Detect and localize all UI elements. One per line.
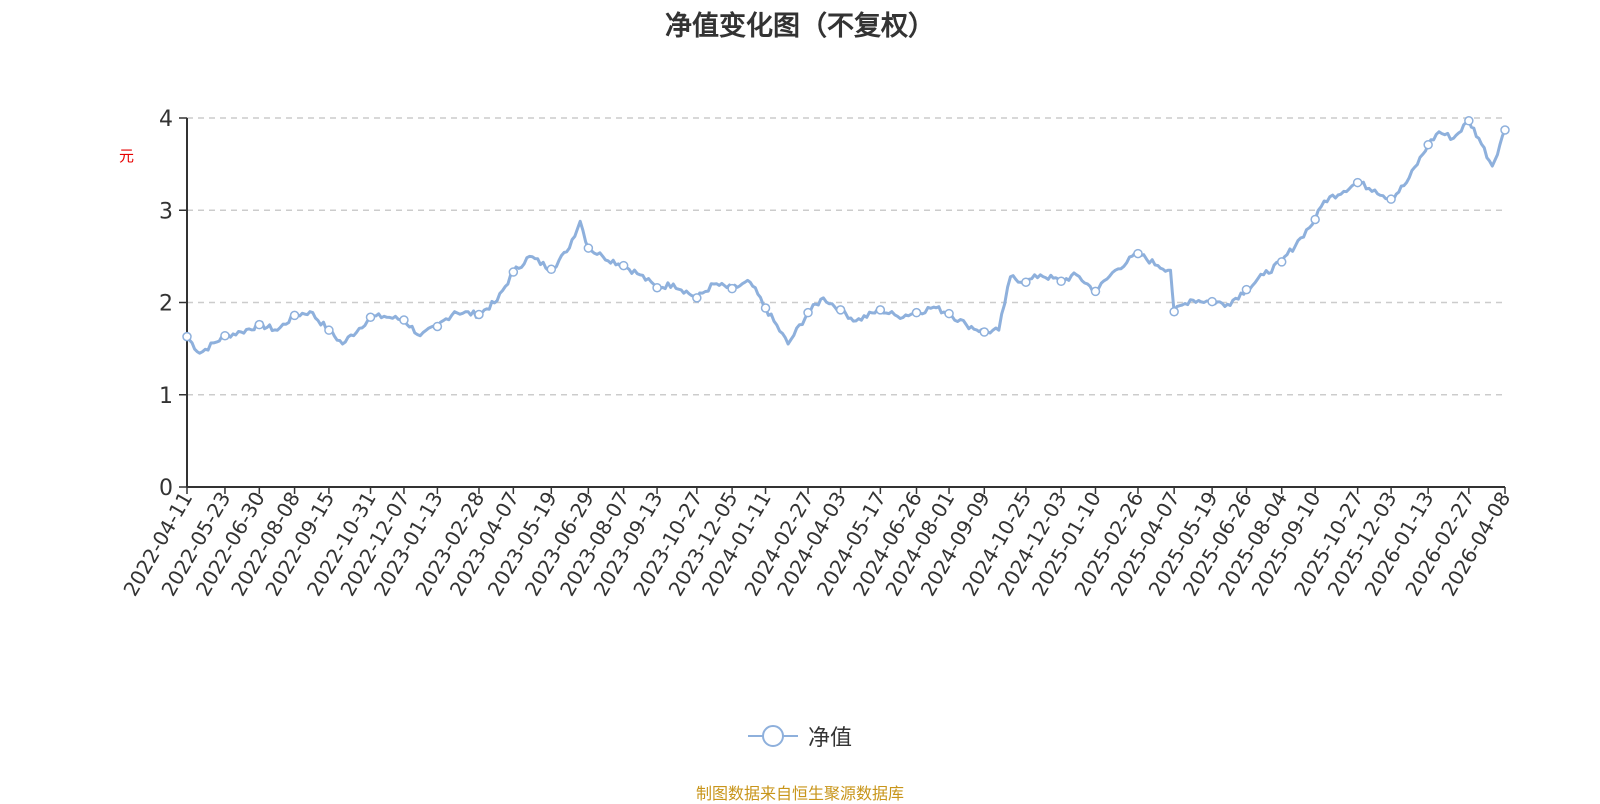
data-point [1133, 248, 1143, 259]
data-point [835, 305, 846, 315]
data-point [1169, 306, 1179, 317]
data-point [1500, 125, 1510, 135]
legend-line-circle-icon [747, 725, 798, 747]
data-point [432, 321, 443, 332]
data-point [220, 330, 230, 341]
data-point [324, 325, 334, 335]
data-point [289, 310, 300, 321]
y-tick-label: 3 [159, 199, 173, 224]
data-point [1464, 116, 1474, 126]
y-ticks: 0 1 2 3 4 [159, 107, 187, 501]
data-point [1056, 276, 1066, 287]
data-point [1310, 214, 1320, 225]
data-point [182, 331, 192, 342]
data-point [1352, 177, 1363, 188]
data-point [1241, 284, 1252, 295]
data-point [1090, 286, 1101, 297]
y-tick-label: 1 [159, 384, 173, 409]
data-point [1021, 277, 1031, 287]
series-markers [182, 116, 1510, 342]
data-point [508, 267, 519, 277]
legend-label: 净值 [807, 726, 852, 751]
y-tick-label: 2 [159, 292, 173, 317]
y-tick-label: 4 [159, 107, 173, 132]
data-point [911, 307, 922, 318]
y-tick-label: 0 [159, 476, 173, 501]
gridlines [187, 117, 1505, 396]
data-point [474, 309, 484, 320]
y-axis-label: 元 [117, 148, 135, 163]
data-point [979, 327, 990, 337]
data-point [1423, 140, 1433, 150]
data-point [652, 282, 662, 293]
data-point [803, 307, 813, 318]
legend: 净值 [0, 720, 1600, 754]
data-point [254, 319, 265, 330]
data-point [760, 303, 771, 313]
data-point [1207, 296, 1217, 307]
legend-item[interactable]: 净值 [747, 720, 852, 752]
data-point [692, 293, 702, 303]
data-point [1386, 194, 1396, 204]
data-point [365, 312, 376, 323]
data-point [944, 308, 954, 319]
data-point [583, 243, 594, 253]
data-source-note: 制图数据来自恒生聚源数据库 [695, 784, 904, 803]
series-line [185, 119, 1507, 355]
data-point [618, 260, 629, 271]
data-point [1276, 257, 1287, 267]
data-point [727, 283, 737, 294]
data-point [875, 305, 886, 315]
chart-title: 净值变化图（不复权） [665, 11, 935, 42]
axes [186, 118, 1505, 488]
data-point [546, 264, 557, 275]
data-point [399, 315, 409, 325]
x-ticks: 2022-04-112022-05-232022-06-302022-08-08… [118, 487, 1515, 600]
